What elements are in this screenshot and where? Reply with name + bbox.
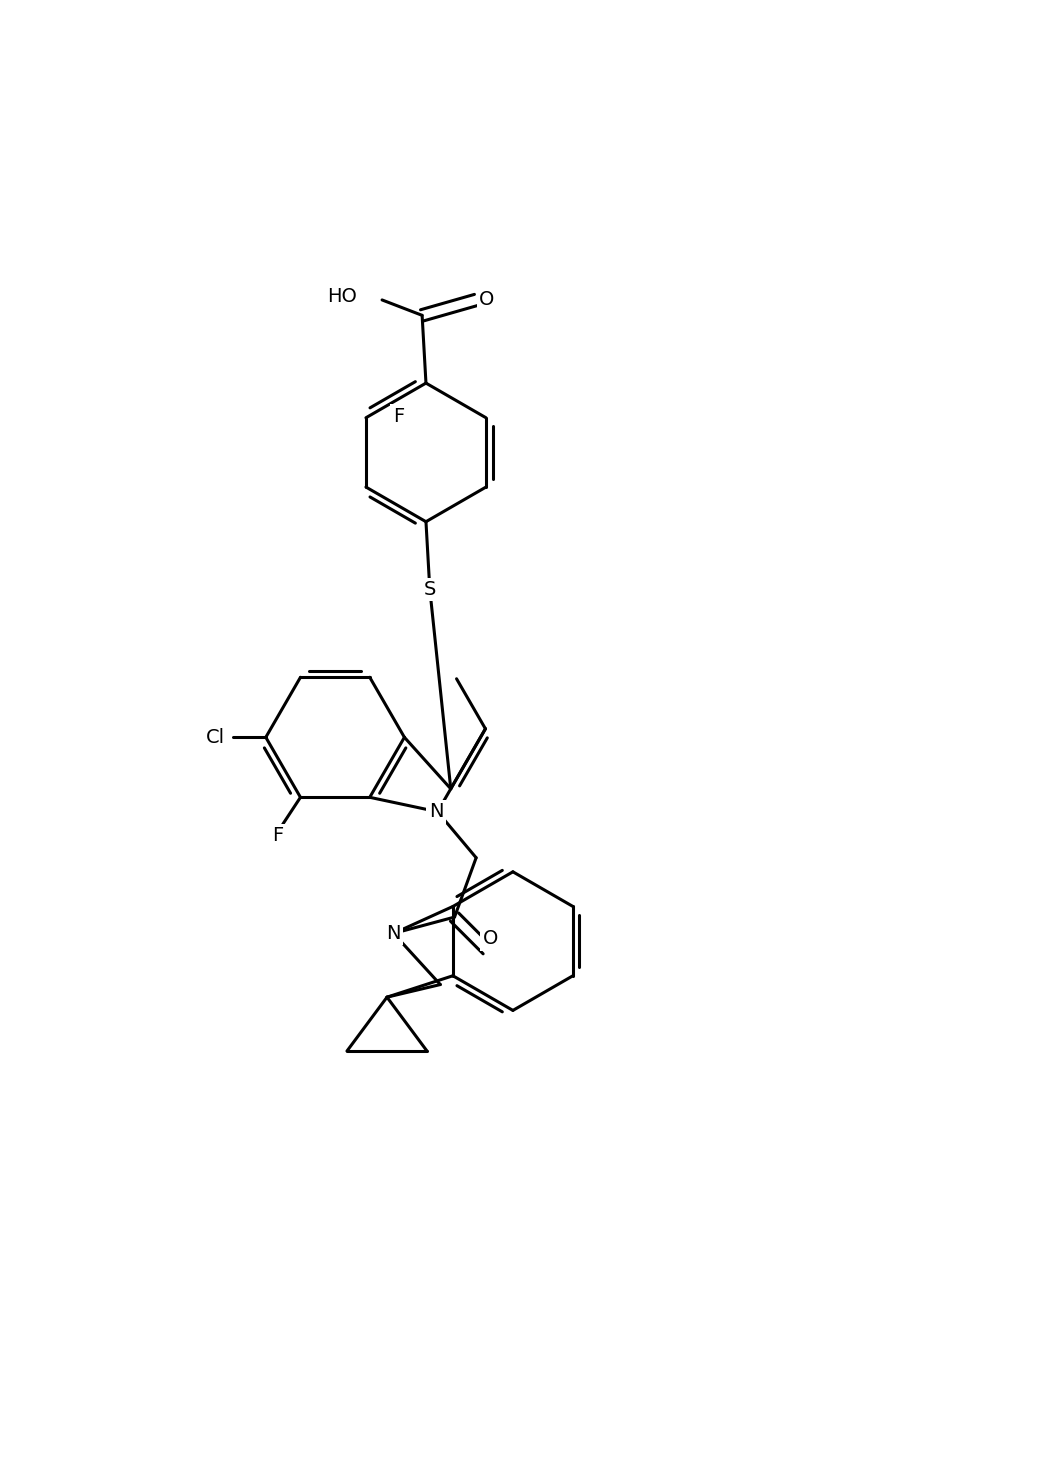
- Text: N: N: [386, 924, 401, 943]
- Text: F: F: [272, 826, 283, 845]
- Text: O: O: [482, 930, 498, 949]
- Text: S: S: [424, 580, 436, 599]
- Text: O: O: [479, 291, 495, 310]
- Text: HO: HO: [327, 286, 358, 305]
- Text: N: N: [429, 802, 444, 821]
- Text: Cl: Cl: [206, 727, 225, 748]
- Text: F: F: [392, 407, 404, 426]
